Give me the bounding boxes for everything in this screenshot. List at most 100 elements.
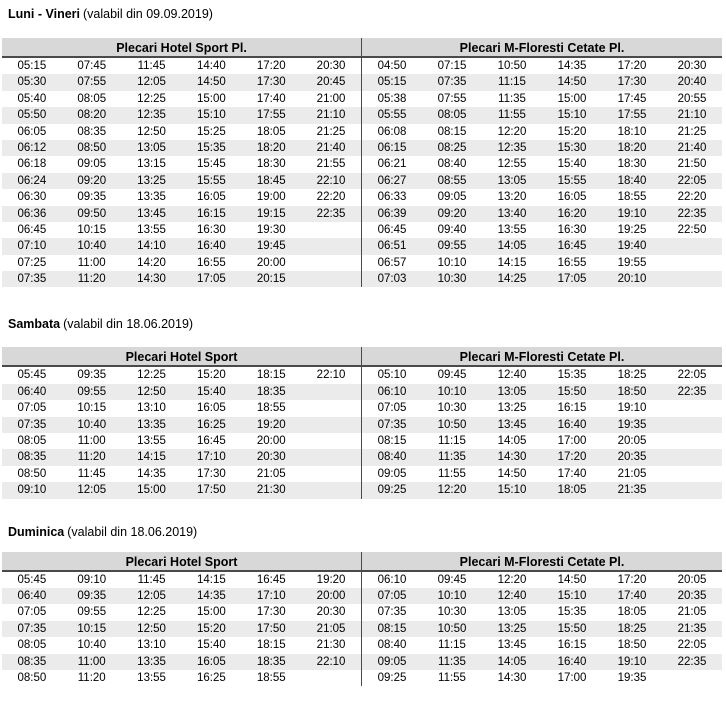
departure-time: 16:40 — [557, 655, 587, 668]
departure-time: 17:55 — [617, 109, 647, 122]
departure-time: 17:05 — [557, 273, 587, 286]
section-validity-label: (valabil din 09.09.2019) — [83, 7, 213, 21]
departure-time: 21:05 — [316, 622, 346, 635]
schedule-section-sambata: Sambata (valabil din 18.06.2019) Plecari … — [0, 287, 726, 499]
timetable-row: 06:27 08:55 13:05 15:55 18:40 22:05 — [362, 172, 722, 190]
departure-time: 10:15 — [77, 402, 107, 415]
departure-time: 13:20 — [497, 191, 527, 204]
departure-time: 20:35 — [677, 589, 707, 602]
departure-time — [301, 433, 361, 449]
departure-time: 14:35 — [557, 60, 587, 72]
timetable-body-hotel-sport: 05:45 09:10 11:45 14:15 16:45 19:20 06:40 09:35… — [2, 572, 361, 687]
departure-time: 19:25 — [617, 223, 647, 236]
departure-time: 13:05 — [497, 174, 527, 187]
departure-time: 19:20 — [256, 418, 286, 431]
timetable-row: 05:38 07:55 11:35 15:00 17:45 20:55 — [362, 91, 722, 107]
departure-time: 05:30 — [17, 76, 47, 89]
departure-time: 08:15 — [437, 125, 467, 138]
departure-time: 06:10 — [377, 385, 407, 398]
departure-time: 15:40 — [557, 158, 587, 171]
column-header-hotel-sport: Plecari Hotel Sport — [2, 347, 361, 368]
timetable-half-hotel-sport: Plecari Hotel Sport 05:45 09:10 11:45 14:15… — [2, 551, 362, 687]
departure-time: 06:51 — [377, 240, 407, 253]
departure-time: 11:45 — [77, 467, 106, 480]
timetable-row: 05:45 09:10 11:45 14:15 16:45 19:20 — [2, 572, 361, 588]
departure-time: 09:40 — [437, 223, 467, 236]
timetable-row: 05:45 09:35 12:25 15:20 18:15 22:10 — [2, 367, 361, 383]
timetable-row: 05:30 07:55 12:05 14:50 17:30 20:45 — [2, 74, 361, 91]
departure-time: 22:20 — [677, 191, 707, 204]
departure-time: 10:50 — [437, 418, 467, 431]
timetable-row: 07:35 10:50 13:45 16:40 19:35 — [362, 416, 722, 434]
departure-time: 08:05 — [17, 639, 47, 652]
timetable-body-m-floresti: 05:10 09:45 12:40 15:35 18:25 22:05 06:10 10:10… — [362, 367, 722, 499]
departure-time: 10:10 — [437, 256, 467, 269]
timetable-row: 08:40 11:35 14:30 17:20 20:35 — [362, 449, 722, 466]
timetable-row: 06:24 09:20 13:25 15:55 18:45 22:10 — [2, 172, 361, 190]
departure-time: 15:10 — [557, 589, 587, 602]
departure-time: 18:20 — [256, 141, 286, 154]
departure-time: 11:20 — [77, 273, 106, 286]
departure-time: 11:55 — [498, 109, 526, 122]
departure-time: 21:35 — [677, 622, 707, 635]
departure-time: 16:05 — [197, 402, 226, 415]
departure-time — [662, 400, 722, 416]
departure-time: 21:50 — [677, 158, 707, 171]
departure-time: 22:20 — [316, 191, 346, 204]
departure-time — [662, 433, 722, 449]
departure-time: 14:50 — [557, 573, 587, 586]
departure-time: 22:35 — [677, 655, 707, 668]
timetable-row: 05:50 08:20 12:35 15:10 17:55 21:10 — [2, 107, 361, 124]
timetable-row: 04:50 07:15 10:50 14:35 17:20 20:30 — [362, 58, 722, 74]
departure-time: 20:30 — [677, 60, 707, 72]
timetable-body-hotel-sport: 05:15 07:45 11:45 14:40 17:20 20:30 05:30 07:55… — [2, 58, 361, 288]
departure-time: 04:50 — [377, 60, 407, 72]
departure-time: 19:00 — [256, 191, 286, 204]
departure-time: 15:20 — [557, 125, 587, 138]
departure-time: 07:05 — [377, 402, 407, 415]
timetable-row: 08:35 11:20 14:15 17:10 20:30 — [2, 449, 361, 466]
departure-time: 05:55 — [377, 109, 407, 122]
departure-time: 05:15 — [17, 60, 47, 72]
departure-time: 21:30 — [316, 639, 346, 652]
departure-time: 18:55 — [617, 191, 647, 204]
departure-time: 07:35 — [17, 418, 47, 431]
departure-time: 12:20 — [497, 573, 527, 586]
departure-time: 09:10 — [77, 573, 107, 586]
departure-time: 13:40 — [497, 207, 527, 220]
timetable-row: 05:55 08:05 11:55 15:10 17:55 21:10 — [362, 107, 722, 124]
timetable-row: 07:35 11:20 14:30 17:05 20:15 — [2, 271, 361, 288]
departure-time: 18:50 — [617, 385, 647, 398]
departure-time: 22:05 — [677, 639, 707, 652]
departure-time: 19:35 — [617, 671, 647, 684]
departure-time: 08:05 — [437, 109, 467, 122]
departure-time: 16:05 — [557, 191, 587, 204]
departure-time: 16:40 — [557, 418, 587, 431]
departure-time: 20:00 — [256, 256, 286, 269]
departure-time: 08:15 — [377, 622, 407, 635]
departure-time: 15:20 — [197, 369, 226, 382]
departure-time: 08:40 — [437, 158, 467, 171]
departure-time: 06:40 — [17, 589, 47, 602]
departure-time: 06:39 — [377, 207, 407, 220]
departure-time: 05:45 — [17, 369, 47, 382]
departure-time: 09:45 — [437, 573, 467, 586]
departure-time: 20:05 — [677, 573, 707, 586]
timetable-row: 06:30 09:35 13:35 16:05 19:00 22:20 — [2, 189, 361, 205]
timetable-row: 08:50 11:20 13:55 16:25 18:55 — [2, 670, 361, 686]
departure-time: 13:35 — [137, 191, 166, 204]
departure-time: 07:35 — [377, 606, 407, 619]
departure-time: 10:50 — [497, 60, 527, 72]
timetable-row: 07:35 10:15 12:50 15:20 17:50 21:05 — [2, 620, 361, 638]
timetable-row: 08:50 11:45 14:35 17:30 21:05 — [2, 466, 361, 482]
departure-time: 20:35 — [617, 451, 647, 464]
departure-time — [301, 417, 361, 433]
departure-time: 09:35 — [77, 191, 107, 204]
departure-time: 07:15 — [437, 60, 467, 72]
departure-time: 12:20 — [437, 484, 467, 497]
departure-time: 08:40 — [377, 639, 407, 652]
timetable: Plecari Hotel Sport 05:45 09:35 12:25 15:20… — [2, 347, 722, 499]
departure-time: 17:20 — [557, 451, 587, 464]
departure-time: 12:40 — [497, 589, 527, 602]
departure-time: 15:30 — [557, 141, 587, 154]
